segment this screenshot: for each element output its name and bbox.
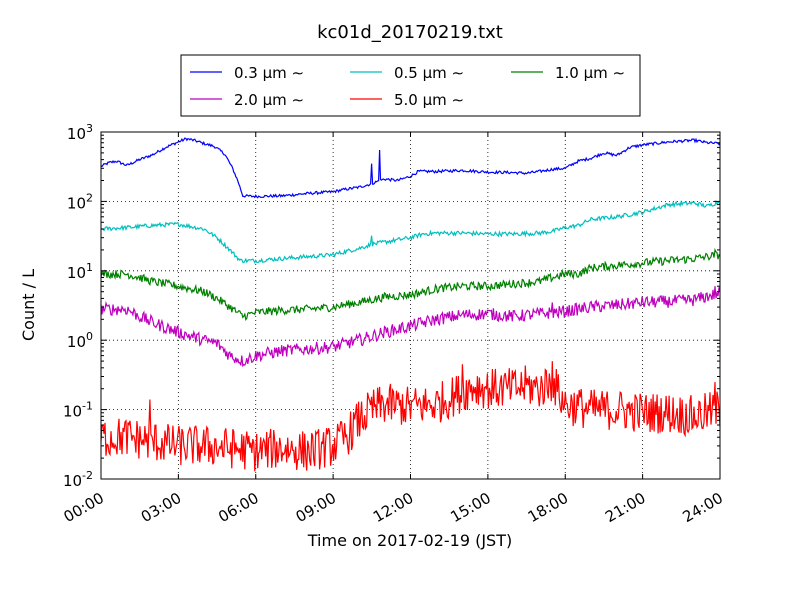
- grid: [101, 132, 720, 479]
- y-tick-label: 103: [67, 122, 93, 143]
- y-tick-label: 102: [67, 191, 93, 212]
- series-line-4: [100, 361, 721, 472]
- y-axis-label: Count / L: [19, 269, 38, 341]
- legend-label: 0.3 µm ∼: [234, 64, 304, 82]
- series-line-1: [100, 199, 721, 264]
- x-tick-label: 00:00: [61, 489, 107, 526]
- legend-label: 5.0 µm ∼: [394, 91, 464, 109]
- x-tick-label: 03:00: [138, 489, 184, 526]
- legend: 0.3 µm ∼ 0.5 µm ∼ 1.0 µm ∼ 2.0 µm ∼ 5.0 µm ∼: [180, 54, 641, 117]
- series-line-0: [100, 137, 721, 199]
- x-tick-label: 24:00: [680, 489, 726, 526]
- legend-box: [180, 54, 641, 117]
- x-tick-label: 15:00: [447, 489, 493, 526]
- x-tick-labels: 00:00 03:00 06:00 09:00 12:00 15:00 18:00 21:00…: [61, 489, 726, 526]
- x-tick-label: 18:00: [525, 489, 571, 526]
- y-tick-labels: 10-2 10-1 100 101 102 103: [63, 122, 93, 490]
- series-lines: [100, 137, 721, 472]
- y-tick-label: 101: [67, 261, 93, 282]
- y-tick-label: 10-1: [63, 400, 93, 421]
- axis-ticks: [100, 131, 721, 480]
- x-tick-label: 12:00: [370, 489, 416, 526]
- x-axis-label: Time on 2017-02-19 (JST): [307, 531, 512, 550]
- series-line-2: [100, 247, 721, 322]
- y-tick-label: 100: [67, 330, 93, 351]
- legend-label: 1.0 µm ∼: [555, 64, 625, 82]
- x-tick-label: 09:00: [293, 489, 339, 526]
- x-tick-label: 21:00: [602, 489, 648, 526]
- y-tick-label: 10-2: [63, 469, 93, 490]
- legend-label: 2.0 µm ∼: [234, 91, 304, 109]
- chart-title: kc01d_20170219.txt: [317, 22, 503, 43]
- series-line-3: [100, 286, 721, 368]
- x-tick-label: 06:00: [215, 489, 261, 526]
- legend-label: 0.5 µm ∼: [394, 64, 464, 82]
